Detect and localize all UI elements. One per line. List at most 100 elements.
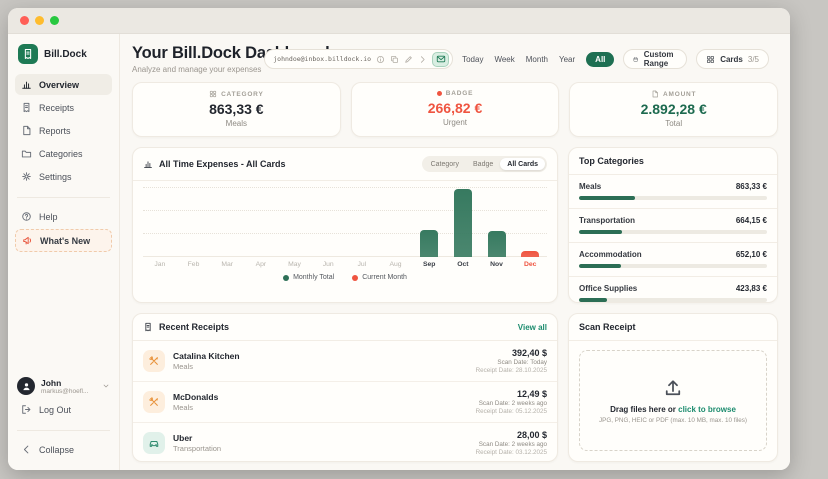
sidebar-item-label: Reports — [39, 126, 71, 136]
chart-x-axis: JanFebMarAprMayJunJulAugSepOctNovDec — [143, 261, 547, 268]
sidebar-item-label: Settings — [39, 172, 72, 182]
x-tick-feb: Feb — [177, 261, 211, 268]
x-tick-jul: Jul — [345, 261, 379, 268]
browse-link[interactable]: click to browse — [678, 405, 736, 414]
top-categories-list: Meals 863,33 € Transportation 664,15 € A… — [569, 175, 777, 303]
chart-toggle-badge[interactable]: Badge — [466, 158, 500, 170]
x-tick-may: May — [278, 261, 312, 268]
receipt-meta: McDonalds Meals — [173, 392, 468, 412]
sidebar-item-what-s-new[interactable]: What's New — [15, 229, 112, 252]
receipt-row-mcdonalds[interactable]: McDonalds Meals 12,49 $ Scan Date: 2 wee… — [133, 382, 557, 423]
app-body: Bill.Dock OverviewReceipts Reports Categor… — [8, 34, 790, 470]
sidebar-item-overview[interactable]: Overview — [15, 74, 112, 95]
info-icon[interactable] — [376, 55, 385, 64]
receipt-row-catalina-kitchen[interactable]: Catalina Kitchen Meals 392,40 $ Scan Dat… — [133, 341, 557, 382]
receipt-date: Receipt Date: 03.12.2025 — [476, 449, 547, 456]
chevron-right-icon[interactable] — [418, 55, 427, 64]
cards-selector-button[interactable]: Cards 3/5 — [696, 49, 769, 69]
cards-label: Cards — [720, 55, 743, 64]
receipt-scan-date: Scan Date: 2 weeks ago — [476, 400, 547, 407]
receipt-details: 28,00 $ Scan Date: 2 weeks ago Receipt D… — [476, 430, 547, 456]
logout-button[interactable]: Log Out — [15, 399, 112, 420]
filter-all[interactable]: All — [586, 52, 614, 67]
stat-value: 266,82 € — [360, 100, 551, 116]
scan-receipt-title: Scan Receipt — [579, 322, 636, 332]
chart-body: JanFebMarAprMayJunJulAugSepOctNovDec Mon… — [133, 181, 557, 302]
chart-toggle-all-cards[interactable]: All Cards — [500, 158, 545, 170]
chart-bar-slot-apr — [244, 187, 278, 257]
category-progress-fill — [579, 230, 622, 234]
chart-toggle-category[interactable]: Category — [424, 158, 466, 170]
sidebar-item-receipts[interactable]: Receipts — [15, 97, 112, 118]
chart-bar-sep[interactable] — [420, 230, 438, 257]
custom-range-button[interactable]: Custom Range — [623, 49, 687, 69]
sidebar-item-help[interactable]: Help — [15, 206, 112, 227]
receipt-amount: 392,40 $ — [476, 348, 547, 358]
collapse-sidebar-button[interactable]: Collapse — [15, 439, 112, 460]
app-logo: Bill.Dock — [15, 44, 112, 74]
settings-icon — [21, 171, 32, 182]
category-progress-track — [579, 196, 767, 200]
receipt-scan-date: Scan Date: 2 weeks ago — [476, 441, 547, 448]
user-email: markus@hoefl... — [41, 388, 96, 395]
receipts-icon — [21, 102, 32, 113]
edit-icon[interactable] — [404, 55, 413, 64]
chart-bar-slot-jan — [143, 187, 177, 257]
sidebar-item-settings[interactable]: Settings — [15, 166, 112, 187]
receipt-category: Meals — [173, 403, 468, 412]
x-tick-mar: Mar — [210, 261, 244, 268]
dropzone-text: Drag files here or click to browse — [610, 405, 736, 414]
view-all-link[interactable]: View all — [518, 323, 547, 332]
logout-label: Log Out — [39, 405, 71, 415]
open-inbox-button[interactable] — [432, 52, 449, 67]
chart-bar-dec[interactable] — [521, 251, 539, 257]
category-progress-fill — [579, 298, 607, 302]
document-icon — [651, 90, 659, 98]
close-window-button[interactable] — [20, 16, 29, 25]
x-tick-jan: Jan — [143, 261, 177, 268]
stat-label-text: BADGE — [446, 90, 473, 97]
filter-week[interactable]: Week — [494, 55, 514, 64]
reports-icon — [21, 125, 32, 136]
filter-today[interactable]: Today — [462, 55, 483, 64]
category-row-meals: Meals 863,33 € — [569, 175, 777, 209]
x-tick-oct: Oct — [446, 261, 480, 268]
category-name: Accommodation — [579, 250, 642, 259]
top-categories-title: Top Categories — [579, 156, 644, 166]
category-row-transportation: Transportation 664,15 € — [569, 209, 777, 243]
chart-bar-slot-jun — [311, 187, 345, 257]
filter-year[interactable]: Year — [559, 55, 575, 64]
sidebar-item-reports[interactable]: Reports — [15, 120, 112, 141]
stat-card-category: CATEGORY 863,33 € Meals — [132, 82, 341, 137]
receipt-category: Transportation — [173, 444, 468, 453]
megaphone-icon — [22, 235, 33, 246]
user-name: John — [41, 378, 96, 388]
chart-legend: Monthly TotalCurrent Month — [143, 274, 547, 281]
receipt-date: Receipt Date: 05.12.2025 — [476, 408, 547, 415]
minimize-window-button[interactable] — [35, 16, 44, 25]
app-logo-text: Bill.Dock — [44, 49, 87, 60]
sidebar-item-label: Categories — [39, 149, 83, 159]
receipt-category: Meals — [173, 362, 468, 371]
grid-icon — [209, 90, 217, 98]
dashboard-grid: All Time Expenses - All Cards CategoryBa… — [132, 147, 778, 462]
file-dropzone[interactable]: Drag files here or click to browse JPG, … — [579, 350, 767, 451]
sidebar-item-categories[interactable]: Categories — [15, 143, 112, 164]
top-categories-header: Top Categories — [569, 148, 777, 175]
desktop: { "accent": { "green": "#1e7a55", "red":… — [0, 0, 828, 479]
user-menu[interactable]: John markus@hoefl... — [15, 373, 112, 399]
car-icon — [143, 432, 165, 454]
stat-sub: Total — [578, 119, 769, 128]
sidebar-item-label: What's New — [40, 236, 90, 246]
category-progress-fill — [579, 196, 635, 200]
chart-toggle-group: CategoryBadgeAll Cards — [422, 156, 547, 172]
x-tick-nov: Nov — [480, 261, 514, 268]
chart-bar-oct[interactable] — [454, 189, 472, 257]
receipt-row-uber[interactable]: Uber Transportation 28,00 $ Scan Date: 2… — [133, 423, 557, 461]
copy-icon[interactable] — [390, 55, 399, 64]
filter-month[interactable]: Month — [526, 55, 548, 64]
categories-icon — [21, 148, 32, 159]
chart-bar-nov[interactable] — [488, 231, 506, 257]
maximize-window-button[interactable] — [50, 16, 59, 25]
stat-label-text: AMOUNT — [663, 91, 696, 98]
